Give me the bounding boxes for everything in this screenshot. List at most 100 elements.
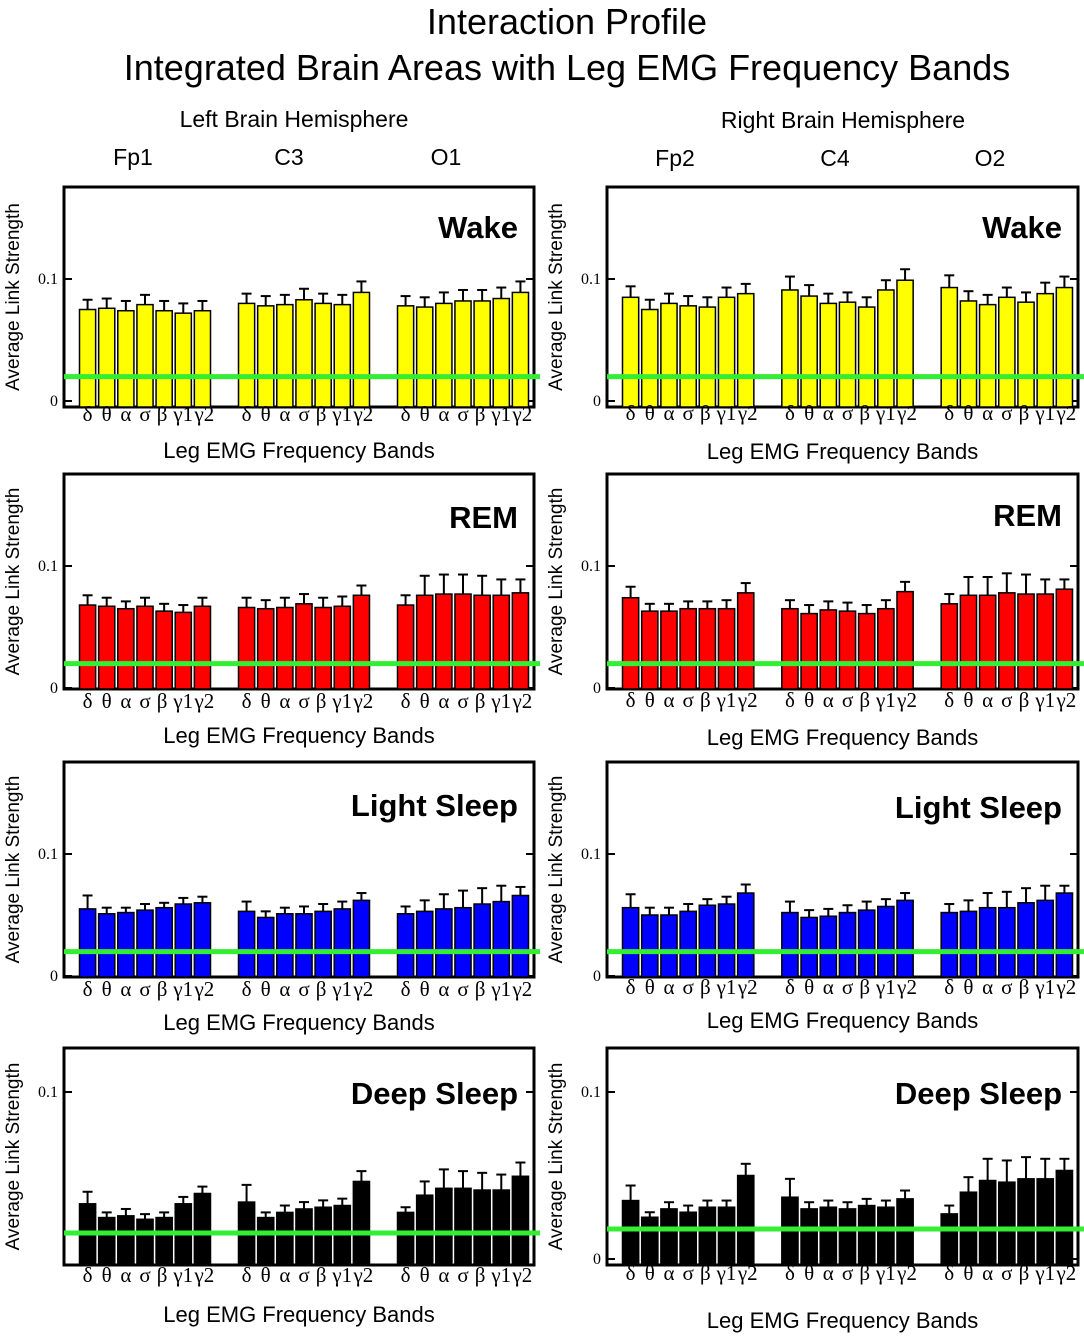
band-label: σ <box>139 977 150 1001</box>
state-label: Wake <box>982 210 1062 245</box>
bar-c4-2 <box>819 302 838 408</box>
band-label: α <box>663 401 674 425</box>
bar-fp2-3 <box>679 1211 698 1266</box>
bar-fp2-1 <box>640 308 659 408</box>
bar-c3-5 <box>333 605 352 690</box>
bar-o1-2 <box>435 1187 453 1266</box>
bar-c3-2 <box>276 303 294 408</box>
bar-c3-0 <box>237 302 256 408</box>
y-tick-label: 0.1 <box>38 1084 58 1101</box>
bar-o2-3 <box>997 592 1016 690</box>
x-axis-label: Leg EMG Frequency Bands <box>163 1010 434 1035</box>
bar-o2-0 <box>940 911 959 978</box>
bar-fp2-5 <box>717 1206 736 1266</box>
bar-c4-4 <box>857 1204 876 1266</box>
bar-fp2-1 <box>640 914 659 978</box>
band-label: γ2 <box>194 977 215 1001</box>
bar-o2-2 <box>978 303 997 408</box>
bar-fp1-3 <box>136 909 154 978</box>
band-label: δ <box>401 689 411 713</box>
band-label: α <box>279 1263 290 1287</box>
bar-fp1-2 <box>117 1215 135 1266</box>
bar-c3-4 <box>314 302 332 408</box>
bar-fp2-6 <box>736 1174 755 1266</box>
band-label: γ1 <box>331 1263 352 1287</box>
bar-o2-1 <box>959 594 978 690</box>
bar-c4-0 <box>781 607 799 690</box>
bar-o2-5 <box>1036 899 1055 978</box>
bar-fp1-4 <box>155 610 173 690</box>
band-label: γ1 <box>1034 688 1055 712</box>
bar-o1-4 <box>473 1189 491 1266</box>
band-label: θ <box>804 975 814 999</box>
bar-o1-2 <box>435 593 453 690</box>
band-label: γ2 <box>194 1263 215 1287</box>
band-label: θ <box>804 1261 814 1285</box>
band-label: σ <box>298 1263 309 1287</box>
bar-c4-2 <box>819 1206 838 1266</box>
x-axis-label: Leg EMG Frequency Bands <box>707 1308 978 1333</box>
bar-o1-6 <box>511 592 530 690</box>
band-label: α <box>438 689 449 713</box>
band-label: θ <box>420 402 430 426</box>
bar-fp1-1 <box>97 1216 116 1266</box>
band-label: γ2 <box>194 689 215 713</box>
band-label: θ <box>420 1263 430 1287</box>
bar-o1-3 <box>454 906 472 978</box>
bar-c4-2 <box>819 915 838 978</box>
band-label: β <box>700 401 711 425</box>
bar-fp1-0 <box>78 908 97 978</box>
bar-o2-5 <box>1036 1178 1055 1266</box>
band-label: β <box>700 1261 711 1285</box>
bar-fp1-1 <box>97 307 116 408</box>
y-axis-label: Average Link Strength <box>3 203 24 391</box>
band-label: β <box>1019 975 1030 999</box>
band-label: θ <box>645 1261 655 1285</box>
band-label: δ <box>242 1263 252 1287</box>
bar-c4-2 <box>819 609 838 690</box>
band-label: β <box>475 977 486 1001</box>
band-label: σ <box>457 689 468 713</box>
y-tick-label: 0 <box>50 968 58 985</box>
band-label: γ1 <box>490 689 511 713</box>
bar-fp1-5 <box>174 611 193 690</box>
bar-fp1-0 <box>78 308 97 408</box>
band-label: δ <box>401 1263 411 1287</box>
band-label: θ <box>102 689 112 713</box>
bar-c4-1 <box>800 916 818 978</box>
band-label: γ2 <box>512 1263 533 1287</box>
band-label: δ <box>626 401 636 425</box>
bar-o2-2 <box>978 906 997 978</box>
bar-o1-1 <box>415 910 434 978</box>
band-label: θ <box>804 401 814 425</box>
band-label: β <box>859 688 870 712</box>
band-label: γ2 <box>1056 1261 1077 1285</box>
bar-fp2-2 <box>660 610 678 690</box>
right-hemisphere-label: Right Brain Hemisphere <box>721 107 965 133</box>
bar-c4-5 <box>877 607 895 690</box>
bar-c4-4 <box>857 612 876 690</box>
bar-fp2-3 <box>679 305 698 408</box>
bar-c3-5 <box>333 303 352 408</box>
bar-o1-4 <box>473 594 491 690</box>
band-label: γ1 <box>172 977 193 1001</box>
band-label: β <box>475 1263 486 1287</box>
bar-fp2-6 <box>736 592 755 690</box>
bar-c3-6 <box>352 291 371 408</box>
y-tick-label: 0.1 <box>38 846 58 863</box>
band-label: β <box>157 402 168 426</box>
bar-fp1-5 <box>174 312 193 408</box>
bar-o1-4 <box>473 903 491 978</box>
bar-fp1-3 <box>136 303 154 408</box>
band-label: γ1 <box>875 688 896 712</box>
bar-c4-4 <box>857 306 876 408</box>
x-axis-label: Leg EMG Frequency Bands <box>707 1008 978 1033</box>
band-label: β <box>859 975 870 999</box>
bar-fp1-1 <box>97 913 116 978</box>
band-label: γ2 <box>896 401 917 425</box>
bar-o2-1 <box>959 300 978 408</box>
state-label: Light Sleep <box>895 790 1062 825</box>
